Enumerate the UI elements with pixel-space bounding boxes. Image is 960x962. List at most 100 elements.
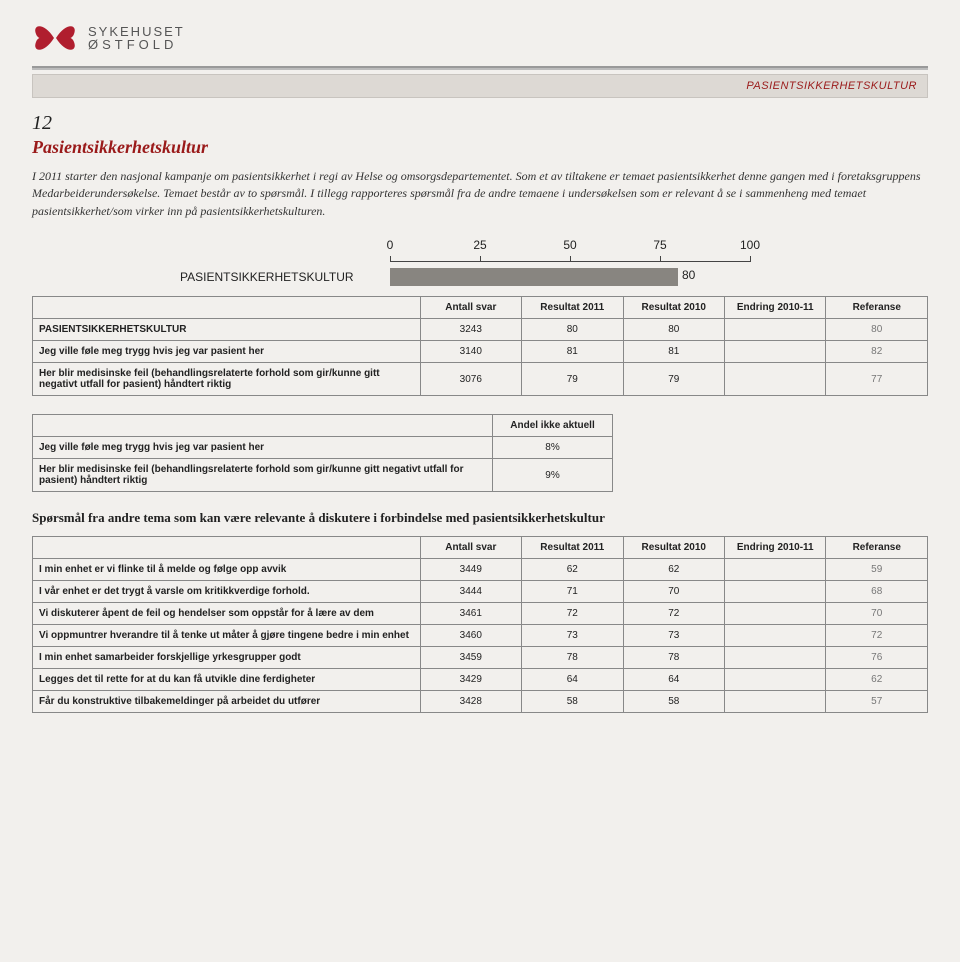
table-header	[33, 537, 421, 559]
table-cell: 79	[623, 363, 724, 396]
table-header: Antall svar	[420, 537, 521, 559]
table-cell: 3459	[420, 647, 521, 669]
results-table-3: Antall svarResultat 2011Resultat 2010End…	[32, 536, 928, 713]
table-cell: 79	[522, 363, 623, 396]
table-row: Vi oppmuntrer hverandre til å tenke ut m…	[33, 625, 928, 647]
results-table-2: Andel ikke aktuellJeg ville føle meg try…	[32, 414, 613, 492]
table-cell: 78	[522, 647, 623, 669]
table-cell: 72	[623, 603, 724, 625]
table-cell: 72	[522, 603, 623, 625]
table-row: Her blir medisinske feil (behandlingsrel…	[33, 459, 613, 492]
row-label: I vår enhet er det trygt å varsle om kri…	[33, 581, 421, 603]
table-cell	[725, 625, 826, 647]
row-label: Jeg ville føle meg trygg hvis jeg var pa…	[33, 437, 493, 459]
table-cell: 76	[826, 647, 928, 669]
table-row: Her blir medisinske feil (behandlingsrel…	[33, 363, 928, 396]
table-cell: 8%	[493, 437, 613, 459]
table-header: Resultat 2011	[522, 297, 623, 319]
table-cell: 70	[623, 581, 724, 603]
chart-row: PASIENTSIKKERHETSKULTUR 80	[180, 268, 780, 286]
table-row: Får du konstruktive tilbakemeldinger på …	[33, 691, 928, 713]
table-cell	[725, 363, 826, 396]
row-label: PASIENTSIKKERHETSKULTUR	[33, 319, 421, 341]
table-cell: 3444	[420, 581, 521, 603]
table-cell: 62	[623, 559, 724, 581]
table-cell: 3428	[420, 691, 521, 713]
table-cell: 9%	[493, 459, 613, 492]
table-cell: 58	[623, 691, 724, 713]
table-row: Vi diskuterer åpent de feil og hendelser…	[33, 603, 928, 625]
table-cell: 3076	[420, 363, 521, 396]
table-cell: 81	[522, 341, 623, 363]
table-header: Resultat 2010	[623, 537, 724, 559]
table-cell: 80	[623, 319, 724, 341]
table-cell: 62	[522, 559, 623, 581]
chart-bar-value: 80	[678, 268, 695, 282]
table-cell: 80	[826, 319, 928, 341]
table-header: Resultat 2010	[623, 297, 724, 319]
butterfly-icon	[32, 18, 78, 58]
axis-tick-label: 25	[473, 238, 486, 252]
table-cell: 77	[826, 363, 928, 396]
row-label: Vi diskuterer åpent de feil og hendelser…	[33, 603, 421, 625]
table-cell	[725, 581, 826, 603]
table-row: I min enhet er vi flinke til å melde og …	[33, 559, 928, 581]
table-cell: 64	[522, 669, 623, 691]
table-header	[33, 297, 421, 319]
table-header: Endring 2010-11	[725, 537, 826, 559]
table-row: Legges det til rette for at du kan få ut…	[33, 669, 928, 691]
table-cell: 59	[826, 559, 928, 581]
table-cell: 3449	[420, 559, 521, 581]
table-cell: 82	[826, 341, 928, 363]
header-band: PASIENTSIKKERHETSKULTUR	[32, 74, 928, 98]
table-cell: 80	[522, 319, 623, 341]
table-cell	[725, 669, 826, 691]
table-cell: 3461	[420, 603, 521, 625]
table-cell: 64	[623, 669, 724, 691]
axis-tick-label: 75	[653, 238, 666, 252]
table-header: Referanse	[826, 537, 928, 559]
logo: SYKEHUSET ØSTFOLD	[32, 18, 928, 58]
row-label: Vi oppmuntrer hverandre til å tenke ut m…	[33, 625, 421, 647]
row-label: Jeg ville føle meg trygg hvis jeg var pa…	[33, 341, 421, 363]
table-header: Referanse	[826, 297, 928, 319]
table-cell: 68	[826, 581, 928, 603]
row-label: Her blir medisinske feil (behandlingsrel…	[33, 459, 493, 492]
table-header	[33, 415, 493, 437]
logo-line-2: ØSTFOLD	[88, 38, 185, 51]
table-row: I vår enhet er det trygt å varsle om kri…	[33, 581, 928, 603]
table-cell: 78	[623, 647, 724, 669]
table-cell: 70	[826, 603, 928, 625]
table-cell	[725, 647, 826, 669]
table-row: I min enhet samarbeider forskjellige yrk…	[33, 647, 928, 669]
table-cell: 3429	[420, 669, 521, 691]
table-cell: 72	[826, 625, 928, 647]
axis-tick-label: 100	[740, 238, 760, 252]
logo-text: SYKEHUSET ØSTFOLD	[88, 25, 185, 51]
chart-row-label: PASIENTSIKKERHETSKULTUR	[180, 270, 390, 284]
table-cell: 73	[522, 625, 623, 647]
table-cell: 3243	[420, 319, 521, 341]
table-row: PASIENTSIKKERHETSKULTUR3243808080	[33, 319, 928, 341]
table-cell: 58	[522, 691, 623, 713]
table-header: Antall svar	[420, 297, 521, 319]
table-cell: 57	[826, 691, 928, 713]
table-cell: 3140	[420, 341, 521, 363]
table-header: Endring 2010-11	[725, 297, 826, 319]
page-number: 12	[32, 112, 928, 135]
row-label: Her blir medisinske feil (behandlingsrel…	[33, 363, 421, 396]
table-cell	[725, 559, 826, 581]
table-header: Andel ikke aktuell	[493, 415, 613, 437]
intro-paragraph: I 2011 starter den nasjonal kampanje om …	[32, 168, 928, 220]
axis-tick-label: 50	[563, 238, 576, 252]
header-divider	[32, 66, 928, 70]
chart-bar	[390, 268, 678, 286]
table-cell: 3460	[420, 625, 521, 647]
table-cell	[725, 691, 826, 713]
results-table-1: Antall svarResultat 2011Resultat 2010End…	[32, 296, 928, 396]
bar-chart: 0255075100 PASIENTSIKKERHETSKULTUR 80	[180, 238, 780, 286]
table-cell	[725, 603, 826, 625]
table-cell	[725, 341, 826, 363]
chart-axis: 0255075100	[390, 238, 750, 262]
table-cell: 73	[623, 625, 724, 647]
